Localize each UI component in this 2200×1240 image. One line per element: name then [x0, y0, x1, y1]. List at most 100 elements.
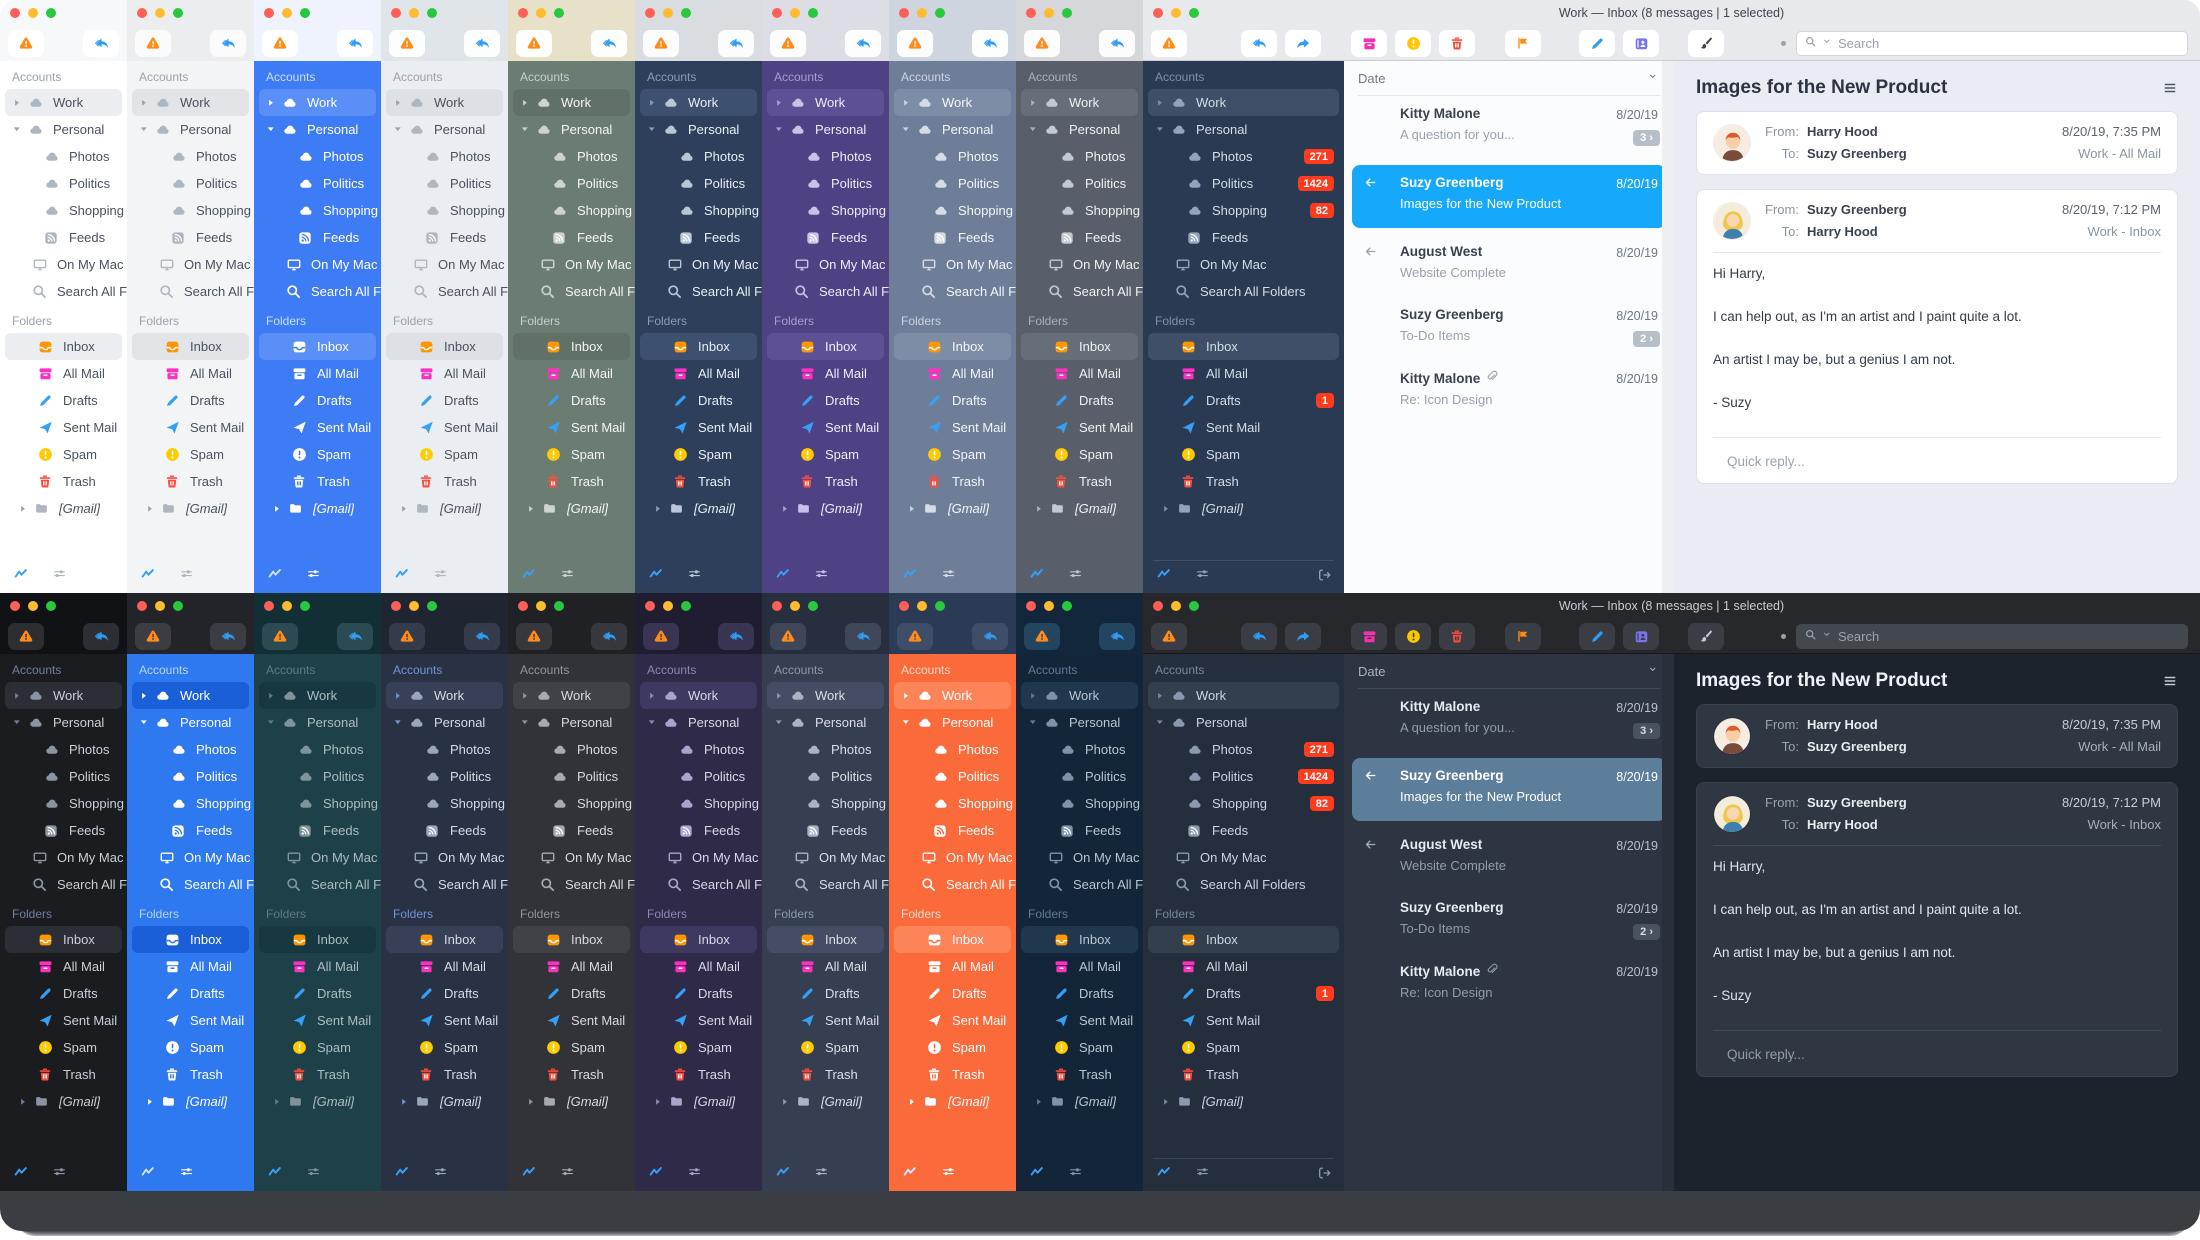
- close-button[interactable]: [1026, 601, 1036, 611]
- zoom-button[interactable]: [300, 8, 310, 18]
- sidebar-item-politics[interactable]: Politics: [1016, 763, 1143, 790]
- sidebar-item-shopping[interactable]: Shopping: [381, 790, 508, 817]
- disclosure-down-icon[interactable]: [264, 125, 278, 134]
- sidebar-item-inbox[interactable]: Inbox: [132, 333, 249, 360]
- sidebar-item-inbox[interactable]: Inbox: [640, 926, 757, 953]
- sidebar-item--gmail-[interactable]: [Gmail]: [254, 495, 381, 522]
- sidebar-item-spam[interactable]: Spam: [0, 441, 127, 468]
- sidebar-item-photos[interactable]: Photos: [762, 736, 889, 763]
- reply-all-button[interactable]: [972, 30, 1008, 57]
- sidebar-item-work[interactable]: Work: [386, 682, 503, 709]
- filters-icon[interactable]: [305, 568, 322, 586]
- sidebar-item-sent-mail[interactable]: Sent Mail: [254, 1007, 381, 1034]
- sidebar-item-politics[interactable]: Politics: [254, 763, 381, 790]
- sidebar-item-personal[interactable]: Personal: [762, 709, 889, 736]
- zoom-button[interactable]: [173, 8, 183, 18]
- disclosure-down-icon[interactable]: [645, 718, 659, 727]
- filters-icon[interactable]: [813, 1166, 830, 1184]
- sidebar-item-work[interactable]: Work: [513, 89, 630, 116]
- sidebar-item-feeds[interactable]: Feeds: [127, 817, 254, 844]
- sidebar-item-search-all-folders[interactable]: Search All Folders: [254, 871, 381, 898]
- sidebar-item-trash[interactable]: Trash: [381, 468, 508, 495]
- sidebar-item-spam[interactable]: Spam: [635, 441, 762, 468]
- sidebar-item-inbox[interactable]: Inbox: [894, 926, 1011, 953]
- message-list-sort-header[interactable]: Date: [1344, 61, 1674, 95]
- close-button[interactable]: [391, 601, 401, 611]
- sidebar-item-politics[interactable]: Politics: [127, 763, 254, 790]
- sidebar-item-search-all-folders[interactable]: Search All Folders: [1016, 871, 1143, 898]
- filters-icon[interactable]: [940, 1166, 957, 1184]
- sidebar-item-personal[interactable]: Personal: [889, 116, 1016, 143]
- sidebar-item-on-my-mac[interactable]: On My Mac: [635, 844, 762, 871]
- contacts-button[interactable]: [1623, 623, 1659, 650]
- sidebar-item-drafts[interactable]: Drafts 1: [1143, 387, 1344, 414]
- sidebar-item-drafts[interactable]: Drafts: [254, 387, 381, 414]
- close-button[interactable]: [137, 601, 147, 611]
- sidebar-item-politics[interactable]: Politics: [254, 170, 381, 197]
- sidebar-item-drafts[interactable]: Drafts: [0, 980, 127, 1007]
- sidebar-item-feeds[interactable]: Feeds: [381, 224, 508, 251]
- sidebar-item-work[interactable]: Work: [259, 89, 376, 116]
- reply-all-button[interactable]: [972, 623, 1008, 650]
- sidebar-item-photos[interactable]: Photos: [1016, 736, 1143, 763]
- sidebar-item-personal[interactable]: Personal: [254, 709, 381, 736]
- theme-brush-button[interactable]: [1688, 30, 1724, 57]
- notifications-button[interactable]: [1024, 623, 1060, 650]
- disclosure-right-icon[interactable]: [905, 504, 919, 514]
- sidebar-item-search-all-folders[interactable]: Search All Folders: [127, 871, 254, 898]
- sidebar-item-sent-mail[interactable]: Sent Mail: [762, 414, 889, 441]
- sidebar-item-inbox[interactable]: Inbox: [5, 926, 122, 953]
- archive-button[interactable]: [1351, 30, 1387, 57]
- sidebar-item-sent-mail[interactable]: Sent Mail: [127, 1007, 254, 1034]
- forward-button[interactable]: [1285, 623, 1321, 650]
- zoom-button[interactable]: [554, 8, 564, 18]
- minimize-button[interactable]: [790, 601, 800, 611]
- sidebar-item-sent-mail[interactable]: Sent Mail: [1143, 1007, 1344, 1034]
- sidebar-item-all-mail[interactable]: All Mail: [635, 360, 762, 387]
- sidebar-item-photos[interactable]: Photos: [254, 736, 381, 763]
- sidebar-item-inbox[interactable]: Inbox: [259, 333, 376, 360]
- sidebar-item-trash[interactable]: Trash: [1143, 468, 1344, 495]
- sidebar-item-spam[interactable]: Spam: [1016, 1034, 1143, 1061]
- sidebar-item-all-mail[interactable]: All Mail: [127, 360, 254, 387]
- sidebar-item-work[interactable]: Work: [259, 682, 376, 709]
- zoom-button[interactable]: [173, 601, 183, 611]
- quick-reply-field[interactable]: Quick reply...: [1727, 453, 1805, 469]
- sidebar-item-drafts[interactable]: Drafts: [889, 387, 1016, 414]
- message-row[interactable]: Suzy Greenberg 8/20/19 To-Do Items 2 ›: [1344, 890, 1674, 953]
- sidebar-item-all-mail[interactable]: All Mail: [381, 953, 508, 980]
- sidebar-item-on-my-mac[interactable]: On My Mac: [127, 844, 254, 871]
- sidebar-item-search-all-folders[interactable]: Search All Folders: [381, 278, 508, 305]
- minimize-button[interactable]: [409, 601, 419, 611]
- zoom-button[interactable]: [808, 8, 818, 18]
- sidebar-item-work[interactable]: Work: [767, 89, 884, 116]
- sidebar-item-feeds[interactable]: Feeds: [127, 224, 254, 251]
- close-button[interactable]: [1153, 601, 1163, 611]
- sidebar-item-feeds[interactable]: Feeds: [0, 224, 127, 251]
- sidebar-item-feeds[interactable]: Feeds: [1143, 817, 1344, 844]
- activity-icon[interactable]: [774, 568, 791, 586]
- sidebar-item-work[interactable]: Work: [132, 682, 249, 709]
- sidebar-item-sent-mail[interactable]: Sent Mail: [381, 1007, 508, 1034]
- disclosure-right-icon[interactable]: [10, 691, 24, 701]
- minimize-button[interactable]: [1171, 601, 1181, 611]
- message-row[interactable]: Suzy Greenberg 8/20/19 To-Do Items 2 ›: [1344, 297, 1674, 360]
- sidebar-item-politics[interactable]: Politics: [127, 170, 254, 197]
- sidebar-item--gmail-[interactable]: [Gmail]: [762, 1088, 889, 1115]
- notifications-button[interactable]: [262, 30, 298, 57]
- sidebar-item-personal[interactable]: Personal: [762, 116, 889, 143]
- sidebar-item-personal[interactable]: Personal: [889, 709, 1016, 736]
- disclosure-down-icon[interactable]: [137, 125, 151, 134]
- sidebar-item-shopping[interactable]: Shopping: [762, 790, 889, 817]
- filters-icon[interactable]: [51, 1166, 68, 1184]
- activity-icon[interactable]: [266, 568, 283, 586]
- minimize-button[interactable]: [917, 601, 927, 611]
- sidebar-item-on-my-mac[interactable]: On My Mac: [1143, 844, 1344, 871]
- sidebar-item-inbox[interactable]: Inbox: [1148, 333, 1339, 360]
- sidebar-item-work[interactable]: Work: [386, 89, 503, 116]
- disclosure-right-icon[interactable]: [137, 98, 151, 108]
- search-scope-chevron-icon[interactable]: [1822, 629, 1834, 644]
- sidebar-item-on-my-mac[interactable]: On My Mac: [254, 844, 381, 871]
- chevron-down-icon[interactable]: [1648, 71, 1660, 86]
- sidebar-item--gmail-[interactable]: [Gmail]: [0, 1088, 127, 1115]
